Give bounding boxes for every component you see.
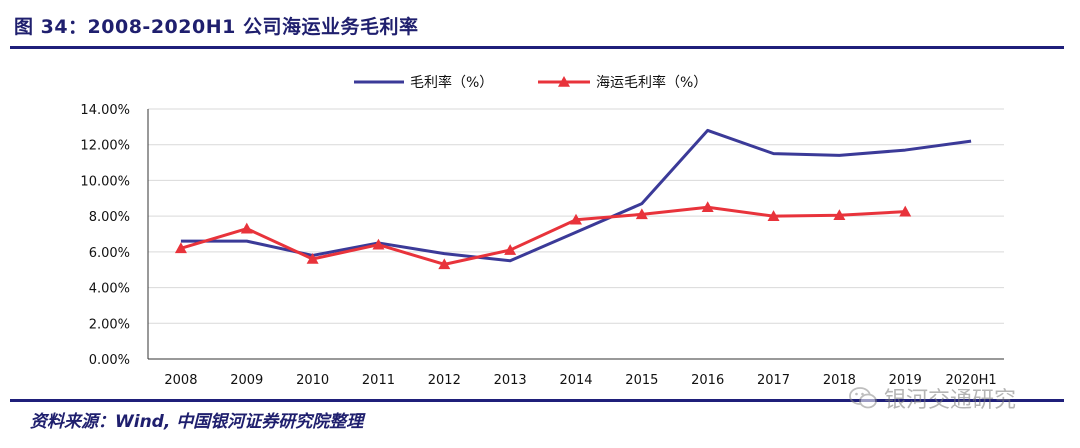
- series-point-triangle: [767, 210, 780, 221]
- page-title: 图 34：2008-2020H1 公司海运业务毛利率: [14, 16, 419, 38]
- legend-label-1: 毛利率（%）: [410, 74, 493, 91]
- x-tick-label: 2020H1: [946, 373, 997, 388]
- series-point-triangle: [174, 242, 187, 254]
- series-point-triangle: [701, 201, 714, 213]
- legend-marker-triangle: [558, 76, 570, 87]
- x-tick-label: 2010: [296, 373, 329, 388]
- x-tick-label: 2015: [625, 373, 658, 388]
- x-tick-label: 2009: [230, 373, 263, 388]
- axes: 0.00% 2.00% 4.00% 6.00% 8.00% 10.00% 12.00% 14.…: [80, 103, 1004, 388]
- series-layer: [174, 128, 972, 270]
- series-point-triangle: [570, 213, 582, 225]
- series-point-triangle: [635, 208, 648, 220]
- legend-label-2: 海运毛利率（%）: [596, 74, 707, 91]
- watermark-text: 银河交通研究: [884, 388, 1017, 413]
- y-tick-label: 4.00%: [89, 282, 130, 297]
- watermark: 银河交通研究: [848, 378, 1058, 418]
- y-tick-label: 12.00%: [80, 139, 130, 154]
- series-point-triangle: [504, 244, 517, 255]
- y-tick-label: 0.00%: [89, 353, 130, 368]
- y-tick-label: 2.00%: [89, 317, 130, 332]
- title-rule: [10, 46, 1064, 49]
- y-tick-label: 8.00%: [89, 210, 130, 225]
- series-point-triangle: [899, 205, 912, 217]
- legend: 毛利率（%） 海运毛利率（%）: [354, 74, 707, 91]
- source-note: 资料来源：Wind, 中国银河证券研究院整理: [30, 412, 364, 432]
- series-point-triangle: [833, 209, 846, 221]
- x-tick-label: 2011: [362, 373, 395, 388]
- x-tick-label: 2008: [164, 373, 197, 388]
- series-point-triangle: [306, 253, 319, 264]
- y-tick-label: 6.00%: [89, 246, 130, 261]
- series-line-1: [180, 128, 972, 263]
- series-point-triangle: [240, 222, 253, 234]
- y-tick-label: 10.00%: [80, 174, 130, 189]
- x-tick-label: 2016: [691, 373, 724, 388]
- footer-rule: [10, 399, 1064, 402]
- x-tick-label: 2013: [494, 373, 527, 388]
- series-point-triangle: [372, 238, 385, 250]
- x-tick-label: 2019: [889, 373, 922, 388]
- x-tick-label: 2018: [823, 373, 856, 388]
- wechat-icon: [849, 387, 877, 409]
- y-tick-label: 14.00%: [80, 103, 130, 118]
- x-tick-label: 2017: [757, 373, 790, 388]
- series-line-2: [180, 205, 906, 266]
- x-tick-label: 2014: [559, 373, 592, 388]
- series-point-triangle: [438, 258, 451, 270]
- x-tick-label: 2012: [428, 373, 461, 388]
